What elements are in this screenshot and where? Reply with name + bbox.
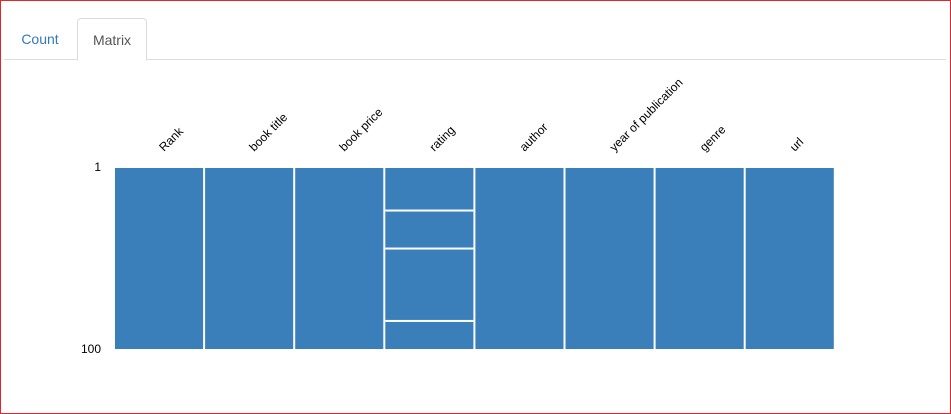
column-label: book title [246, 110, 290, 154]
matrix-column-genre [655, 168, 744, 349]
matrix-column-year-of-publication [565, 168, 654, 349]
column-label: genre [697, 122, 729, 154]
column-label: book price [336, 105, 385, 154]
matrix-column-author [475, 168, 564, 349]
column-label: url [787, 135, 806, 154]
matrix-column-book-price [295, 168, 384, 349]
missing-value-mark [385, 319, 474, 322]
tab-matrix[interactable]: Matrix [77, 18, 147, 61]
tab-count[interactable]: Count [21, 31, 59, 47]
column-label: author [517, 120, 551, 154]
column-label: rating [427, 123, 458, 154]
column-label: year of publication [607, 75, 686, 154]
column-label: Rank [156, 124, 186, 154]
matrix-column-url [745, 168, 834, 349]
row-label: 100 [81, 342, 101, 356]
matrix-column-rank [115, 168, 204, 349]
missing-value-mark [385, 209, 474, 212]
matrix-column-rating [385, 168, 474, 349]
tab-bar: Count Matrix [4, 18, 946, 61]
missing-value-mark [385, 247, 474, 250]
row-label: 1 [94, 160, 101, 174]
matrix-column-book-title [205, 168, 294, 349]
